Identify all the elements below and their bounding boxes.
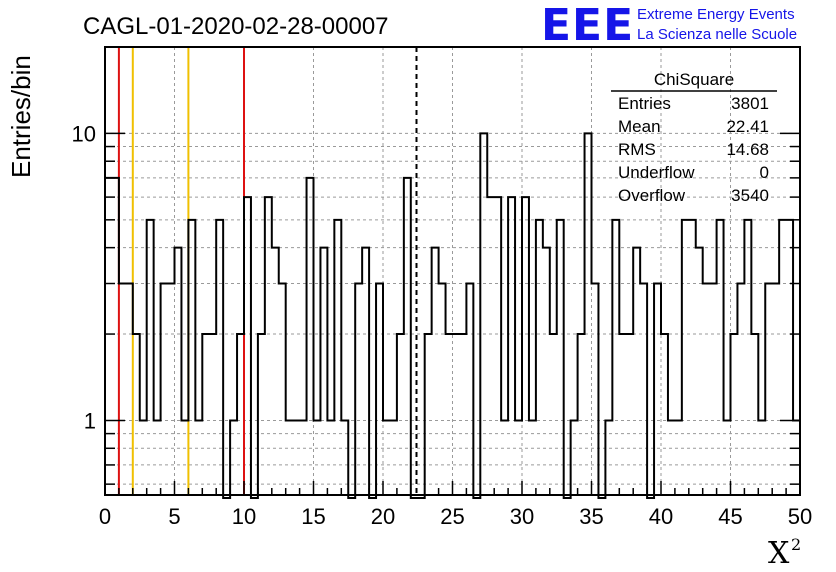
x-tick-label: 30 (510, 504, 534, 529)
y-tick-label: 10 (72, 121, 96, 146)
x-tick-label: 5 (168, 504, 180, 529)
chart-grid (105, 47, 800, 495)
y-tick-label: 1 (84, 408, 96, 433)
x-tick-label: 50 (788, 504, 812, 529)
x-tick-label: 20 (371, 504, 395, 529)
logo-line-2: La Scienza nelle Scuole (637, 26, 797, 43)
stats-label-rms: RMS (618, 140, 656, 159)
logo-line-1: Extreme Energy Events (637, 6, 795, 23)
x-tick-label: 25 (440, 504, 464, 529)
stats-label-entries: Entries (618, 94, 671, 113)
x-axis-label: X (768, 536, 790, 571)
stats-box: ChiSquare Entries 3801 Mean 22.41 RMS 14… (611, 70, 777, 205)
stats-title: ChiSquare (654, 70, 734, 89)
reference-lines (117, 47, 418, 495)
stats-value-entries: 3801 (731, 94, 769, 113)
histogram-line (105, 132, 800, 499)
x-tick-label: 45 (718, 504, 742, 529)
stats-value-mean: 22.41 (726, 117, 769, 136)
x-tick-label: 0 (99, 504, 111, 529)
y-axis-label: Entries/bin (6, 55, 36, 178)
stats-label-overflow: Overflow (618, 186, 686, 205)
stats-label-mean: Mean (618, 117, 661, 136)
stats-label-underflow: Underflow (618, 163, 695, 182)
stats-value-rms: 14.68 (726, 140, 769, 159)
x-axis-label-superscript: 2 (791, 535, 801, 554)
stats-value-underflow: 0 (760, 163, 769, 182)
eee-logo: EEE Extreme Energy Events La Scienza nel… (541, 0, 797, 51)
stats-value-overflow: 3540 (731, 186, 769, 205)
chart-title: CAGL-01-2020-02-28-00007 (83, 13, 389, 40)
x-tick-label: 10 (232, 504, 256, 529)
x-tick-label: 35 (579, 504, 603, 529)
logo-letters: EEE (541, 0, 634, 51)
x-tick-label: 40 (649, 504, 673, 529)
x-tick-label: 15 (301, 504, 325, 529)
